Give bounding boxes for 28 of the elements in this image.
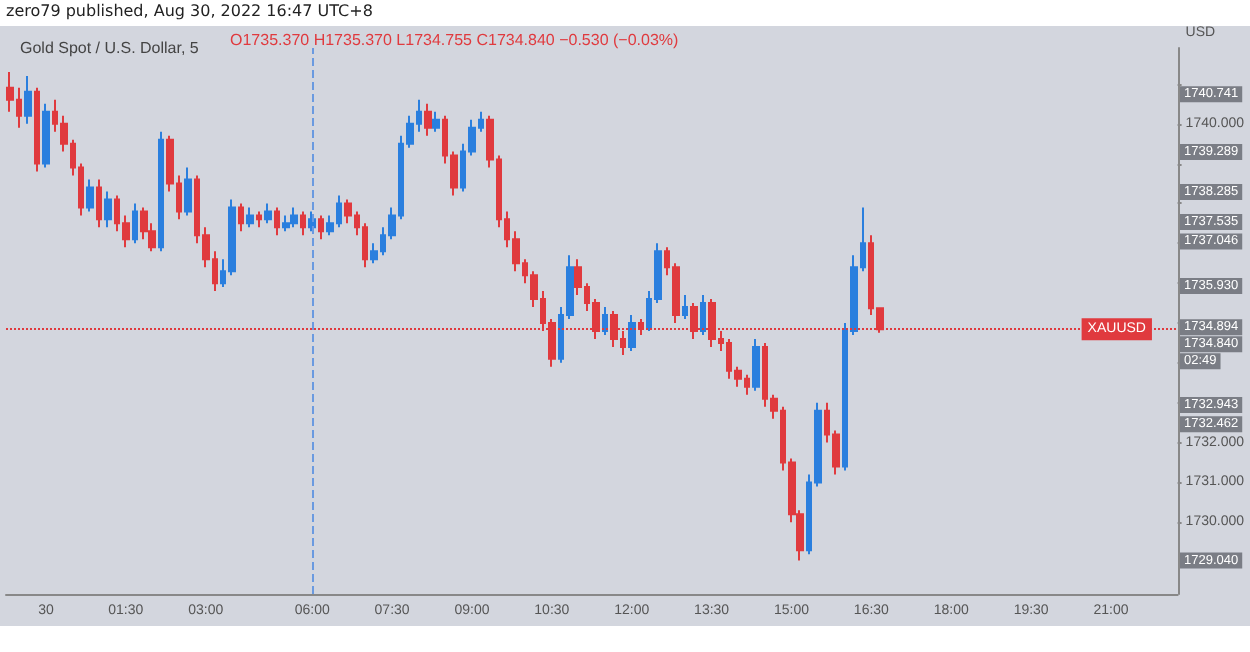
candlestick xyxy=(282,214,290,233)
candlestick xyxy=(318,214,324,241)
candlestick xyxy=(184,166,192,217)
candlestick xyxy=(246,206,254,229)
chart-title: zero79 published, Aug 30, 2022 16:47 UTC+8 xyxy=(6,2,373,20)
candlestick xyxy=(264,202,272,225)
candlestick xyxy=(300,210,306,237)
candlestick xyxy=(290,206,298,229)
candlestick xyxy=(104,190,112,229)
candlestick xyxy=(238,202,244,233)
candlestick xyxy=(700,294,706,336)
text: O1735.370 H1735.370 L1734.755 C1734.840 −0.530 (−0.03%) xyxy=(230,31,680,49)
candlestick xyxy=(432,110,440,133)
candlestick xyxy=(42,102,50,169)
candlestick xyxy=(256,210,262,229)
candlestick xyxy=(752,337,760,392)
candlestick xyxy=(628,314,636,352)
candlestick xyxy=(424,102,432,137)
candlestick xyxy=(86,178,94,213)
candlestick xyxy=(34,86,40,173)
candlestick xyxy=(132,202,138,245)
candlestick xyxy=(274,206,280,237)
candlestick xyxy=(24,74,32,125)
candlestick xyxy=(158,130,164,253)
candlestick xyxy=(96,178,102,229)
candlestick xyxy=(602,306,608,336)
candlestick xyxy=(682,294,688,321)
chart-subtitle: Gold Spot / U.S. Dollar, 5 xyxy=(20,39,200,57)
